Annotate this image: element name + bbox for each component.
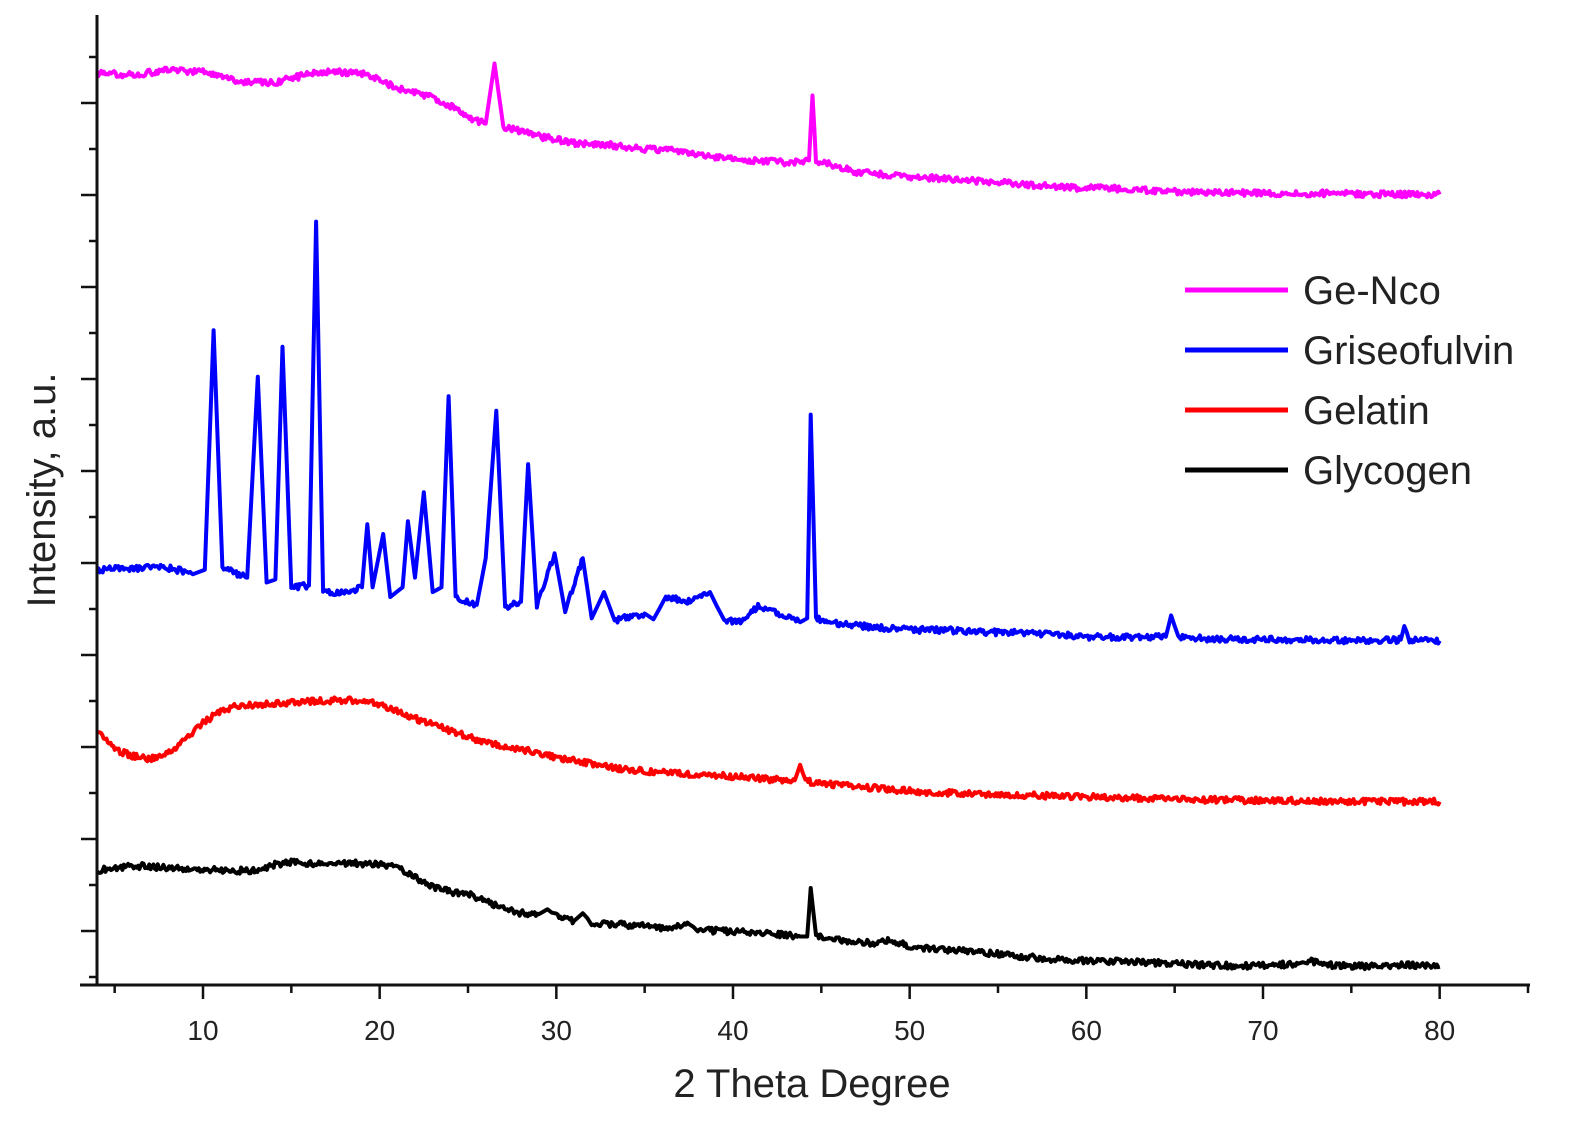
legend: Ge-Nco Griseofulvin Gelatin Glycogen: [1185, 269, 1514, 493]
x-tick-label: 40: [717, 1015, 748, 1046]
series-line-gelatin: [95, 695, 1442, 807]
series-line-glycogen: [95, 857, 1441, 972]
legend-label-griseofulvin: Griseofulvin: [1303, 329, 1514, 373]
y-axis-title: Intensity, a.u.: [20, 373, 64, 608]
series-line-griseofulvin: [95, 219, 1442, 646]
plot-lines: [95, 61, 1442, 972]
x-axis-title: 2 Theta Degree: [673, 1062, 950, 1106]
x-tick-label: 70: [1247, 1015, 1278, 1046]
axes: 10 20 30 40 50 60 70 80: [80, 15, 1530, 1046]
y-ticks: [81, 55, 97, 979]
legend-label-ge-nco: Ge-Nco: [1303, 269, 1441, 313]
legend-label-gelatin: Gelatin: [1303, 389, 1430, 433]
series-line-ge-nco: [95, 61, 1442, 200]
x-tick-label: 30: [541, 1015, 572, 1046]
x-tick-label: 10: [187, 1015, 218, 1046]
x-ticks: 10 20 30 40 50 60 70 80: [113, 985, 1530, 1046]
x-tick-label: 80: [1424, 1015, 1455, 1046]
x-tick-label: 20: [364, 1015, 395, 1046]
x-tick-label: 50: [894, 1015, 925, 1046]
x-tick-label: 60: [1071, 1015, 1102, 1046]
legend-label-glycogen: Glycogen: [1303, 449, 1472, 493]
